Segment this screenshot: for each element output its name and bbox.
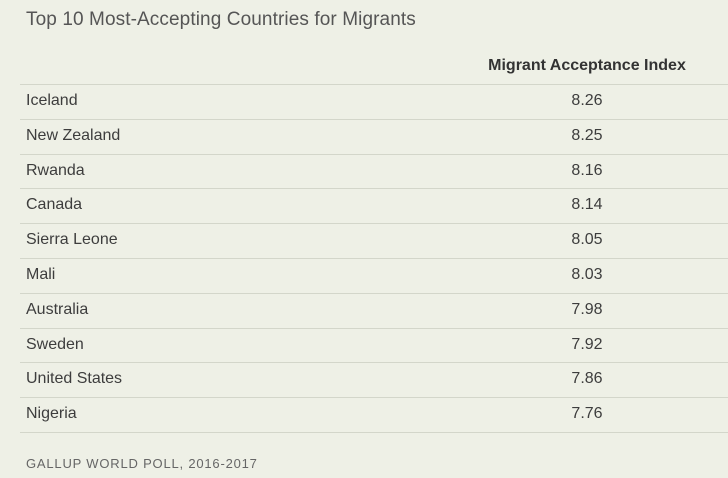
country-label: Sierra Leone [26, 231, 118, 249]
table-row: Sweden 7.92 [20, 327, 728, 363]
country-label: Rwanda [26, 161, 85, 179]
table-row: Iceland 8.26 [20, 84, 728, 119]
index-value: 7.86 [571, 370, 603, 388]
table-row: Rwanda 8.16 [20, 153, 728, 189]
table-row: Mali 8.03 [20, 257, 728, 293]
table-row: New Zealand 8.25 [20, 118, 728, 154]
source-note: GALLUP WORLD POLL, 2016-2017 [26, 456, 258, 471]
index-value: 7.76 [571, 405, 603, 423]
column-header-index: Migrant Acceptance Index [488, 57, 686, 74]
chart-title: Top 10 Most-Accepting Countries for Migr… [26, 9, 416, 30]
country-label: Sweden [26, 335, 84, 353]
index-value: 8.14 [571, 196, 603, 214]
data-table: Iceland 8.26 New Zealand 8.25 Rwanda 8.16 Cana… [20, 84, 728, 433]
country-label: New Zealand [26, 126, 121, 144]
table-row: United States 7.86 [20, 362, 728, 397]
index-value: 8.25 [571, 126, 603, 144]
table-row: Australia 7.98 [20, 292, 728, 328]
country-label: United States [26, 370, 123, 388]
country-label: Iceland [26, 92, 78, 109]
country-label: Canada [26, 196, 83, 214]
index-value: 7.98 [571, 300, 603, 318]
table-row: Sierra Leone 8.05 [20, 223, 728, 258]
index-value: 8.05 [571, 231, 603, 249]
table-bottom-rule [20, 431, 728, 433]
index-value: 8.26 [571, 92, 603, 109]
index-value: 8.03 [571, 265, 603, 283]
table-row: Nigeria 7.76 [20, 397, 728, 432]
country-label: Australia [26, 300, 89, 318]
index-value: 8.16 [571, 161, 603, 179]
country-label: Nigeria [26, 405, 77, 423]
table-row: Canada 8.14 [20, 188, 728, 223]
country-label: Mali [26, 265, 56, 283]
index-value: 7.92 [571, 335, 603, 353]
